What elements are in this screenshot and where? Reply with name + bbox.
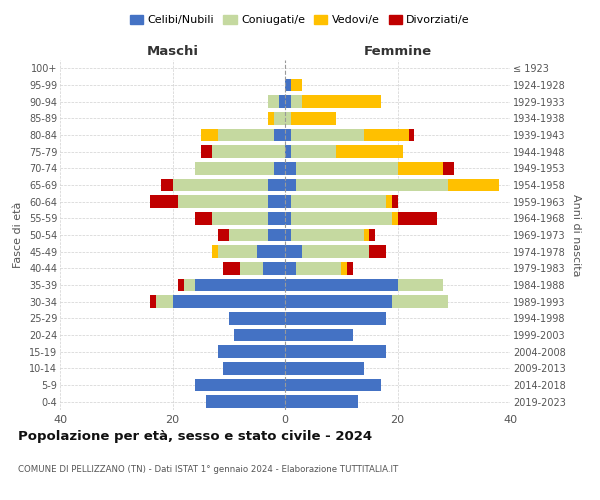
Bar: [274, 162, 285, 174]
Bar: [285, 312, 386, 324]
Bar: [341, 262, 347, 274]
Bar: [370, 246, 386, 258]
Bar: [285, 129, 290, 141]
Bar: [268, 229, 285, 241]
Text: Popolazione per età, sesso e stato civile - 2024: Popolazione per età, sesso e stato civil…: [18, 430, 372, 443]
Bar: [285, 162, 296, 174]
Bar: [223, 362, 285, 374]
Bar: [195, 162, 274, 174]
Bar: [178, 196, 268, 208]
Bar: [274, 129, 285, 141]
Bar: [302, 96, 380, 108]
Bar: [290, 146, 335, 158]
Bar: [285, 246, 302, 258]
Bar: [212, 146, 285, 158]
Bar: [229, 229, 268, 241]
Bar: [285, 262, 296, 274]
Bar: [206, 396, 285, 408]
Bar: [280, 96, 285, 108]
Bar: [195, 212, 212, 224]
Bar: [290, 112, 335, 124]
Bar: [290, 196, 386, 208]
Bar: [398, 212, 437, 224]
Text: Femmine: Femmine: [364, 46, 431, 59]
Text: COMUNE DI PELLIZZANO (TN) - Dati ISTAT 1° gennaio 2024 - Elaborazione TUTTITALIA: COMUNE DI PELLIZZANO (TN) - Dati ISTAT 1…: [18, 465, 398, 474]
Bar: [218, 129, 274, 141]
Bar: [296, 162, 398, 174]
Bar: [285, 196, 290, 208]
Bar: [347, 262, 353, 274]
Bar: [285, 229, 290, 241]
Bar: [364, 229, 370, 241]
Bar: [184, 279, 195, 291]
Bar: [290, 229, 364, 241]
Bar: [302, 246, 370, 258]
Y-axis label: Anni di nascita: Anni di nascita: [571, 194, 581, 276]
Bar: [285, 329, 353, 341]
Bar: [268, 212, 285, 224]
Bar: [285, 146, 290, 158]
Bar: [285, 396, 358, 408]
Bar: [178, 279, 184, 291]
Bar: [240, 262, 263, 274]
Bar: [285, 179, 296, 192]
Bar: [173, 296, 285, 308]
Bar: [235, 329, 285, 341]
Bar: [290, 212, 392, 224]
Bar: [398, 279, 443, 291]
Bar: [409, 129, 415, 141]
Bar: [296, 262, 341, 274]
Bar: [285, 112, 290, 124]
Bar: [218, 346, 285, 358]
Bar: [296, 179, 448, 192]
Bar: [290, 79, 302, 92]
Bar: [392, 296, 448, 308]
Bar: [290, 129, 364, 141]
Bar: [263, 262, 285, 274]
Bar: [335, 146, 403, 158]
Bar: [285, 362, 364, 374]
Bar: [268, 196, 285, 208]
Bar: [155, 296, 173, 308]
Bar: [370, 229, 375, 241]
Bar: [150, 196, 178, 208]
Bar: [448, 179, 499, 192]
Bar: [268, 112, 274, 124]
Bar: [285, 96, 290, 108]
Bar: [218, 229, 229, 241]
Bar: [161, 179, 173, 192]
Bar: [398, 162, 443, 174]
Bar: [229, 312, 285, 324]
Bar: [268, 96, 280, 108]
Bar: [285, 279, 398, 291]
Bar: [212, 246, 218, 258]
Legend: Celibi/Nubili, Coniugati/e, Vedovi/e, Divorziati/e: Celibi/Nubili, Coniugati/e, Vedovi/e, Di…: [125, 10, 475, 30]
Bar: [285, 296, 392, 308]
Y-axis label: Fasce di età: Fasce di età: [13, 202, 23, 268]
Bar: [392, 196, 398, 208]
Bar: [285, 212, 290, 224]
Bar: [274, 112, 285, 124]
Bar: [268, 179, 285, 192]
Text: Maschi: Maschi: [146, 46, 199, 59]
Bar: [386, 196, 392, 208]
Bar: [195, 279, 285, 291]
Bar: [200, 146, 212, 158]
Bar: [392, 212, 398, 224]
Bar: [212, 212, 268, 224]
Bar: [218, 246, 257, 258]
Bar: [173, 179, 268, 192]
Bar: [257, 246, 285, 258]
Bar: [285, 79, 290, 92]
Bar: [285, 379, 380, 391]
Bar: [364, 129, 409, 141]
Bar: [150, 296, 155, 308]
Bar: [200, 129, 218, 141]
Bar: [443, 162, 454, 174]
Bar: [285, 346, 386, 358]
Bar: [195, 379, 285, 391]
Bar: [290, 96, 302, 108]
Bar: [223, 262, 240, 274]
